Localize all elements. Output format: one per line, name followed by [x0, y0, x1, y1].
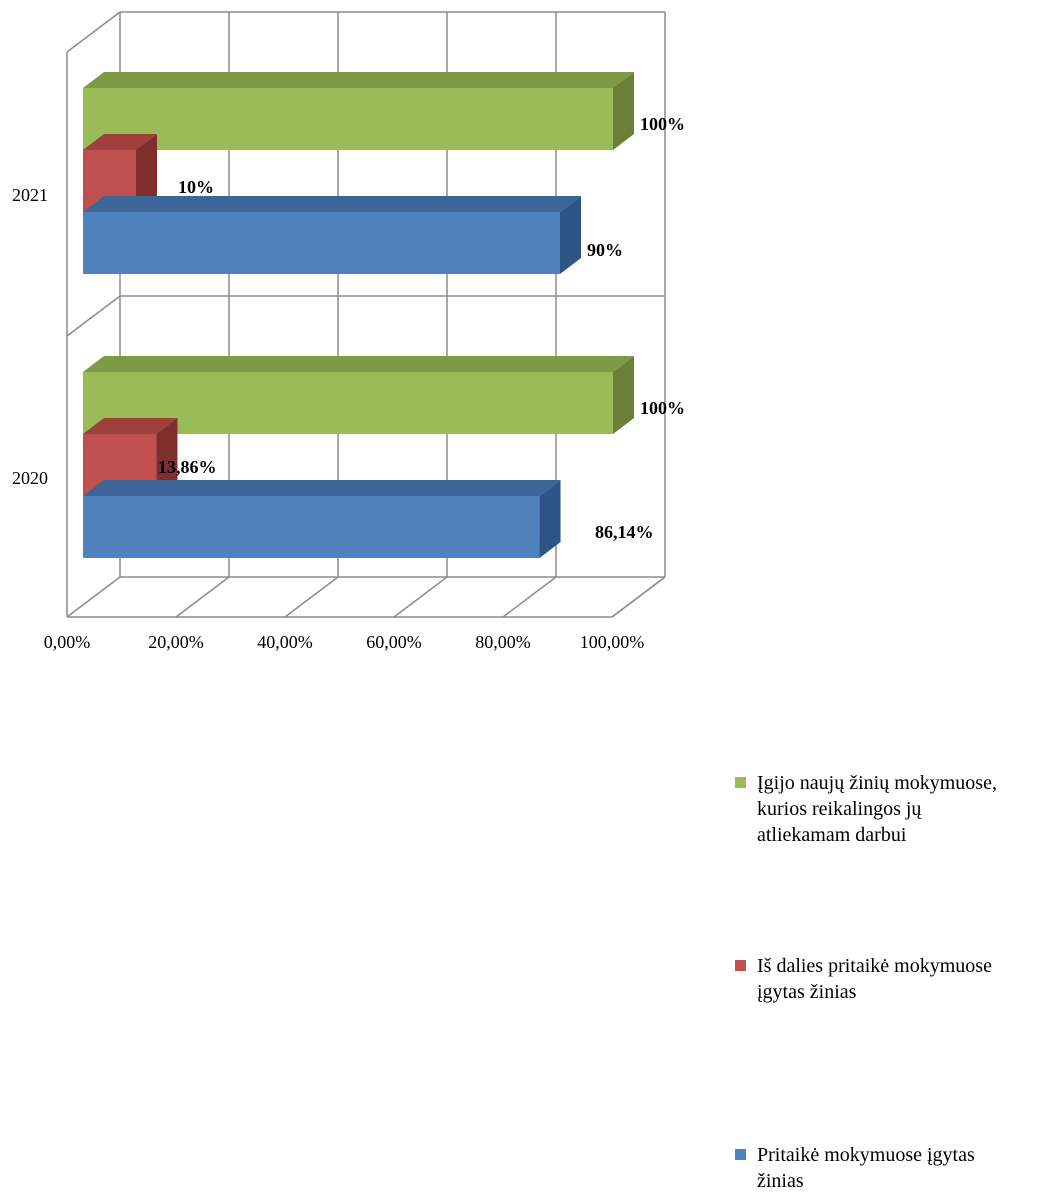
data-label-2020-2: 86,14%: [595, 522, 654, 542]
bar-2021-0: [83, 88, 613, 150]
data-label-2020-0: 100%: [640, 398, 685, 418]
bar-top-2021-2: [83, 196, 581, 212]
wall-edge: [66, 11, 121, 53]
x-tick-label: 40,00%: [257, 632, 313, 652]
gridline-floor: [502, 576, 557, 618]
bar-2021-2: [83, 212, 560, 274]
data-label-2020-1: 13,86%: [158, 457, 217, 477]
bar-side-2020-1: [156, 418, 178, 496]
legend-label-red: Iš dalies pritaikė mokymuose įgytas žini…: [757, 955, 992, 1003]
x-tick-label: 60,00%: [366, 632, 422, 652]
x-tick-label: 0,00%: [44, 632, 91, 652]
bar-side-2021-2: [560, 196, 581, 274]
bar-side-2021-0: [613, 72, 634, 150]
x-tick-label: 20,00%: [148, 632, 204, 652]
category-label-2021: 2021: [12, 185, 48, 205]
category-label-2020: 2020: [12, 468, 48, 488]
legend-label-green: Įgijo naujų žinių mokymuose, kurios reik…: [757, 772, 997, 846]
bar-top-2020-0: [83, 356, 634, 372]
gridline-floor: [66, 576, 121, 618]
x-tick-label: 80,00%: [475, 632, 531, 652]
wall-edge: [66, 295, 121, 337]
bar-top-2021-1: [83, 134, 157, 150]
x-tick-label: 100,00%: [580, 632, 645, 652]
gridline-floor: [393, 576, 448, 618]
bar-top-2021-0: [83, 72, 634, 88]
data-label-2021-2: 90%: [587, 240, 623, 260]
bar-top-2020-2: [83, 480, 561, 496]
data-label-2021-1: 10%: [178, 177, 214, 197]
chart-plot: 0,00% 20,00% 40,00% 60,00% 80,00% 100,00% 100%…: [12, 11, 685, 652]
gridline-floor: [175, 576, 230, 618]
legend-label-blue: Pritaikė mokymuose įgytas žinias: [757, 1144, 975, 1192]
bar-side-2021-1: [136, 134, 157, 212]
gridline-floor: [284, 576, 339, 618]
bar-2020-2: [83, 496, 540, 558]
bar-side-2020-0: [613, 356, 634, 434]
bar-top-2020-1: [83, 418, 178, 434]
bar-side-2020-2: [539, 480, 561, 558]
chart: 0,00% 20,00% 40,00% 60,00% 80,00% 100,00% 100%…: [12, 11, 997, 1192]
legend-swatch-red: [735, 960, 746, 971]
floor-edge: [611, 576, 666, 618]
legend-swatch-green: [735, 777, 746, 788]
data-label-2021-0: 100%: [640, 114, 685, 134]
legend-swatch-blue: [735, 1149, 746, 1160]
